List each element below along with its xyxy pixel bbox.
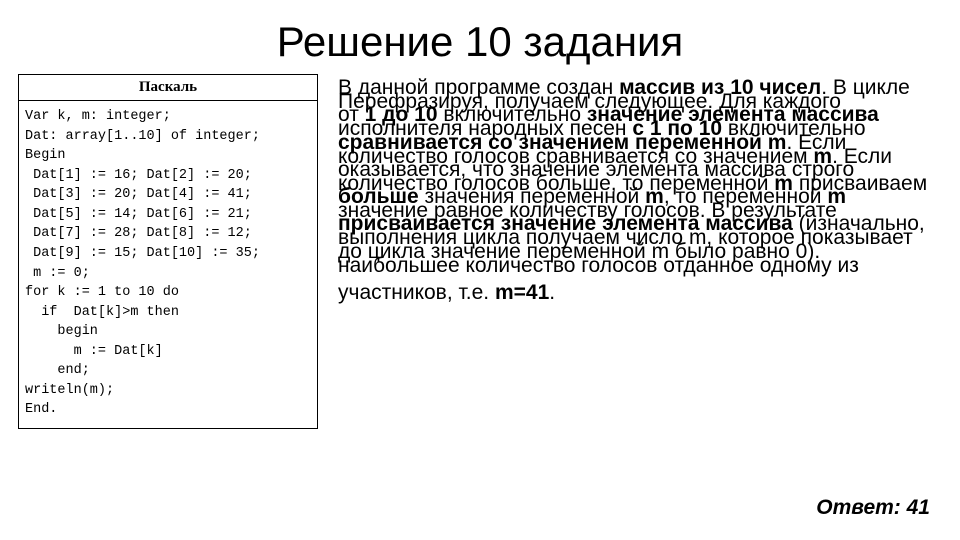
content-row: Паскаль Var k, m: integer; Dat: array[1.… xyxy=(0,74,960,429)
explanation-layer-1: В данной программе создан массив из 10 ч… xyxy=(338,74,932,265)
code-panel: Паскаль Var k, m: integer; Dat: array[1.… xyxy=(18,74,318,429)
text-bold: массив из 10 чисел xyxy=(619,76,821,99)
text: значения переменной xyxy=(419,185,645,208)
text-bold: m xyxy=(645,185,664,208)
text: . xyxy=(549,281,555,304)
code-body: Var k, m: integer; Dat: array[1..10] of … xyxy=(19,101,317,428)
text-bold: 1 до 10 xyxy=(365,103,438,126)
text-bold: больше xyxy=(338,185,419,208)
code-header: Паскаль xyxy=(19,75,317,101)
text: В данной программе создан xyxy=(338,76,619,99)
answer-label: Ответ: 41 xyxy=(816,496,930,520)
text: включительно xyxy=(438,103,587,126)
explanation-area: Перефразируя, получаем следующее. Для ка… xyxy=(318,74,942,429)
text-bold: m=41 xyxy=(495,281,549,304)
page-title: Решение 10 задания xyxy=(0,0,960,74)
text: , то переменной xyxy=(664,185,828,208)
